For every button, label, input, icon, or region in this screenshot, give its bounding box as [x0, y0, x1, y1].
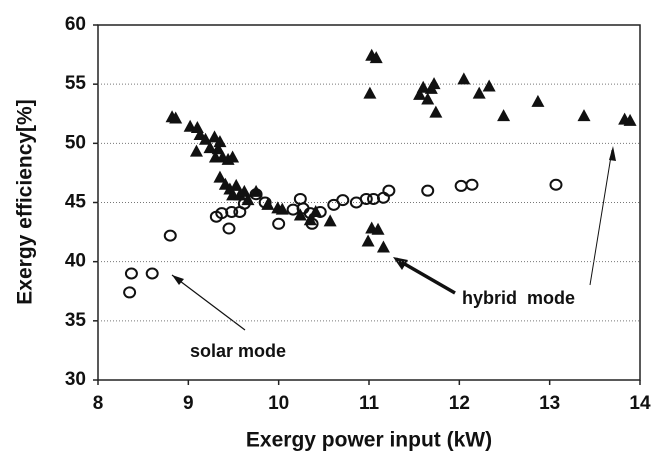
triangle-marker	[577, 109, 591, 122]
circle-marker	[163, 229, 177, 242]
triangle-marker	[531, 94, 545, 107]
series	[165, 48, 637, 253]
triangle-marker	[226, 150, 240, 163]
triangle-marker	[457, 72, 471, 85]
annotation: hybrid mode	[462, 288, 575, 308]
triangle-marker	[416, 80, 430, 93]
arrow-head	[172, 275, 184, 285]
y-tick-label: 50	[65, 132, 86, 153]
triangle-marker	[275, 202, 289, 215]
triangle-marker	[497, 109, 511, 122]
circle-marker	[382, 184, 396, 197]
circle-marker	[549, 178, 563, 191]
circle-marker	[222, 222, 236, 235]
triangle-marker	[427, 77, 441, 90]
triangle-marker	[429, 105, 443, 118]
triangle-marker	[303, 213, 317, 226]
circle-marker	[124, 267, 138, 280]
triangle-marker	[323, 214, 337, 227]
y-tick-label: 55	[65, 73, 87, 94]
circle-marker	[336, 194, 350, 207]
x-tick-label: 12	[449, 393, 470, 414]
triangle-marker	[421, 92, 435, 105]
circle-marker	[465, 178, 479, 191]
circle-marker	[359, 192, 373, 205]
triangle-marker	[361, 234, 375, 247]
arrow-head	[393, 257, 408, 270]
arrow-head	[609, 146, 616, 161]
triangle-marker	[369, 51, 383, 64]
circle-marker	[272, 217, 286, 230]
triangle-marker	[189, 144, 203, 157]
circle-marker	[123, 286, 137, 299]
x-tick-label: 11	[359, 393, 380, 414]
triangle-marker	[203, 141, 217, 154]
circle-marker	[421, 184, 435, 197]
triangle-marker	[213, 135, 227, 148]
triangle-marker	[413, 87, 427, 100]
x-tick-label: 8	[93, 393, 104, 414]
x-axis-label: Exergy power input (kW)	[246, 429, 492, 452]
x-tick-label: 14	[629, 393, 651, 414]
triangle-marker	[229, 178, 243, 191]
triangle-marker	[261, 197, 275, 210]
triangle-marker	[169, 111, 183, 124]
triangle-marker	[211, 142, 225, 155]
arrow	[171, 274, 246, 331]
triangle-marker	[371, 222, 385, 235]
arrow	[395, 257, 456, 295]
triangle-marker	[213, 170, 227, 183]
y-tick-label: 35	[65, 310, 87, 331]
triangle-marker	[293, 208, 307, 221]
x-tick-label: 10	[268, 393, 289, 414]
triangle-marker	[249, 184, 263, 197]
triangle-marker	[376, 240, 390, 253]
triangle-marker	[309, 204, 323, 217]
y-tick-label: 45	[65, 192, 87, 213]
x-tick-label: 13	[539, 393, 560, 414]
triangle-marker	[363, 86, 377, 99]
circle-marker	[225, 205, 239, 218]
triangle-marker	[482, 79, 496, 92]
circle-marker	[145, 267, 159, 280]
x-tick-label: 9	[183, 393, 194, 414]
triangle-marker	[623, 113, 637, 126]
y-tick-label: 30	[65, 369, 86, 390]
annotation: solar mode	[190, 341, 286, 361]
y-tick-label: 40	[65, 251, 86, 272]
y-axis-label: Exergy efficiency[%]	[14, 99, 37, 304]
arrow	[589, 149, 613, 286]
triangle-marker	[472, 86, 486, 99]
triangle-marker	[241, 193, 255, 206]
y-tick-label: 60	[65, 14, 86, 35]
annotations: solar mode hybrid mode	[171, 146, 616, 361]
